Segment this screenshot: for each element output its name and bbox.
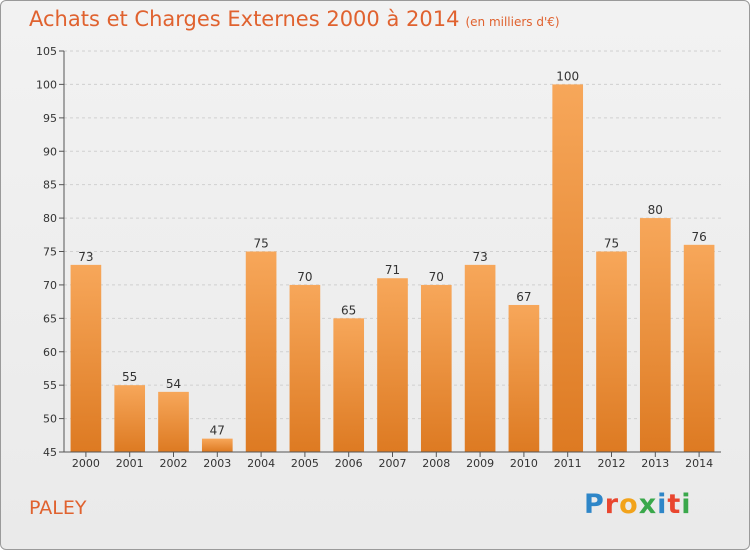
y-tick-label: 85 <box>43 179 57 192</box>
y-tick-label: 90 <box>43 145 57 158</box>
x-tick-label: 2005 <box>291 457 319 470</box>
logo-letter: t <box>667 489 682 520</box>
x-tick-label: 2010 <box>510 457 538 470</box>
bar-value-label: 100 <box>556 69 579 83</box>
x-tick-label: 2014 <box>685 457 713 470</box>
x-tick-label: 2011 <box>554 457 582 470</box>
bar <box>201 438 233 452</box>
bar <box>552 84 584 453</box>
x-tick-label: 2006 <box>335 457 363 470</box>
chart-subtitle: (en milliers d'€) <box>465 15 560 29</box>
bar-value-label: 75 <box>253 237 268 251</box>
bar <box>420 284 452 452</box>
y-tick-label: 105 <box>36 45 57 58</box>
bar <box>114 385 146 452</box>
bar-value-label: 65 <box>341 303 356 317</box>
bar-value-label: 80 <box>648 203 663 217</box>
bar-value-label: 71 <box>385 263 400 277</box>
logo-letter: x <box>638 489 658 520</box>
y-tick-label: 65 <box>43 312 57 325</box>
x-tick-label: 2013 <box>641 457 669 470</box>
axis-layer: 45 50 55 60 65 70 75 80 85 90 95 100 105 2000 2001 2002… <box>36 45 721 470</box>
y-tick-label: 95 <box>43 112 57 125</box>
x-tick-label: 2009 <box>466 457 494 470</box>
y-tick-label: 55 <box>43 379 57 392</box>
proxiti-logo: Proxiti <box>584 489 692 520</box>
logo-letter: i <box>681 489 692 520</box>
commune-name: PALEY <box>29 497 87 519</box>
bar <box>333 318 365 452</box>
bar-value-label: 67 <box>516 290 531 304</box>
x-tick-label: 2007 <box>379 457 407 470</box>
y-tick-label: 75 <box>43 246 57 259</box>
x-tick-label: 2002 <box>160 457 188 470</box>
bar-value-label: 75 <box>604 237 619 251</box>
bar <box>377 278 408 452</box>
bar <box>289 284 321 452</box>
chart-title: Achats et Charges Externes 2000 à 2014 (e… <box>29 7 560 31</box>
x-tick-label: 2008 <box>422 457 450 470</box>
logo-letter: r <box>604 489 620 520</box>
bar <box>508 304 540 452</box>
bar <box>70 264 102 452</box>
logo-letter: P <box>584 489 605 520</box>
y-tick-label: 80 <box>43 212 57 225</box>
bar-value-label: 70 <box>429 270 444 284</box>
y-tick-label: 70 <box>43 279 57 292</box>
bar <box>464 264 496 452</box>
bar <box>683 244 715 452</box>
bar-value-label: 70 <box>297 270 312 284</box>
x-tick-label: 2012 <box>598 457 626 470</box>
y-tick-label: 50 <box>43 413 57 426</box>
x-tick-label: 2003 <box>203 457 231 470</box>
bar <box>639 218 671 452</box>
bar-value-label: 55 <box>122 370 137 384</box>
bar <box>158 391 189 452</box>
bar <box>596 251 627 452</box>
bars-layer: 73 55 54 47 75 70 65 71 70 73 67 100 75 80 76 <box>70 69 715 453</box>
y-tick-label: 60 <box>43 346 57 359</box>
y-tick-label: 45 <box>43 446 57 459</box>
logo-letter: i <box>657 489 668 520</box>
bar-value-label: 47 <box>210 424 225 438</box>
logo-letter: o <box>619 489 639 520</box>
bar-value-label: 76 <box>691 230 706 244</box>
x-tick-label: 2000 <box>72 457 100 470</box>
bar-value-label: 73 <box>472 250 487 264</box>
x-tick-label: 2001 <box>116 457 144 470</box>
title-text: Achats et Charges Externes 2000 à 2014 <box>29 7 460 31</box>
x-tick-label: 2004 <box>247 457 275 470</box>
bar-value-label: 73 <box>78 250 93 264</box>
bar-value-label: 54 <box>166 377 181 391</box>
y-tick-label: 100 <box>36 78 57 91</box>
bar <box>245 251 277 452</box>
